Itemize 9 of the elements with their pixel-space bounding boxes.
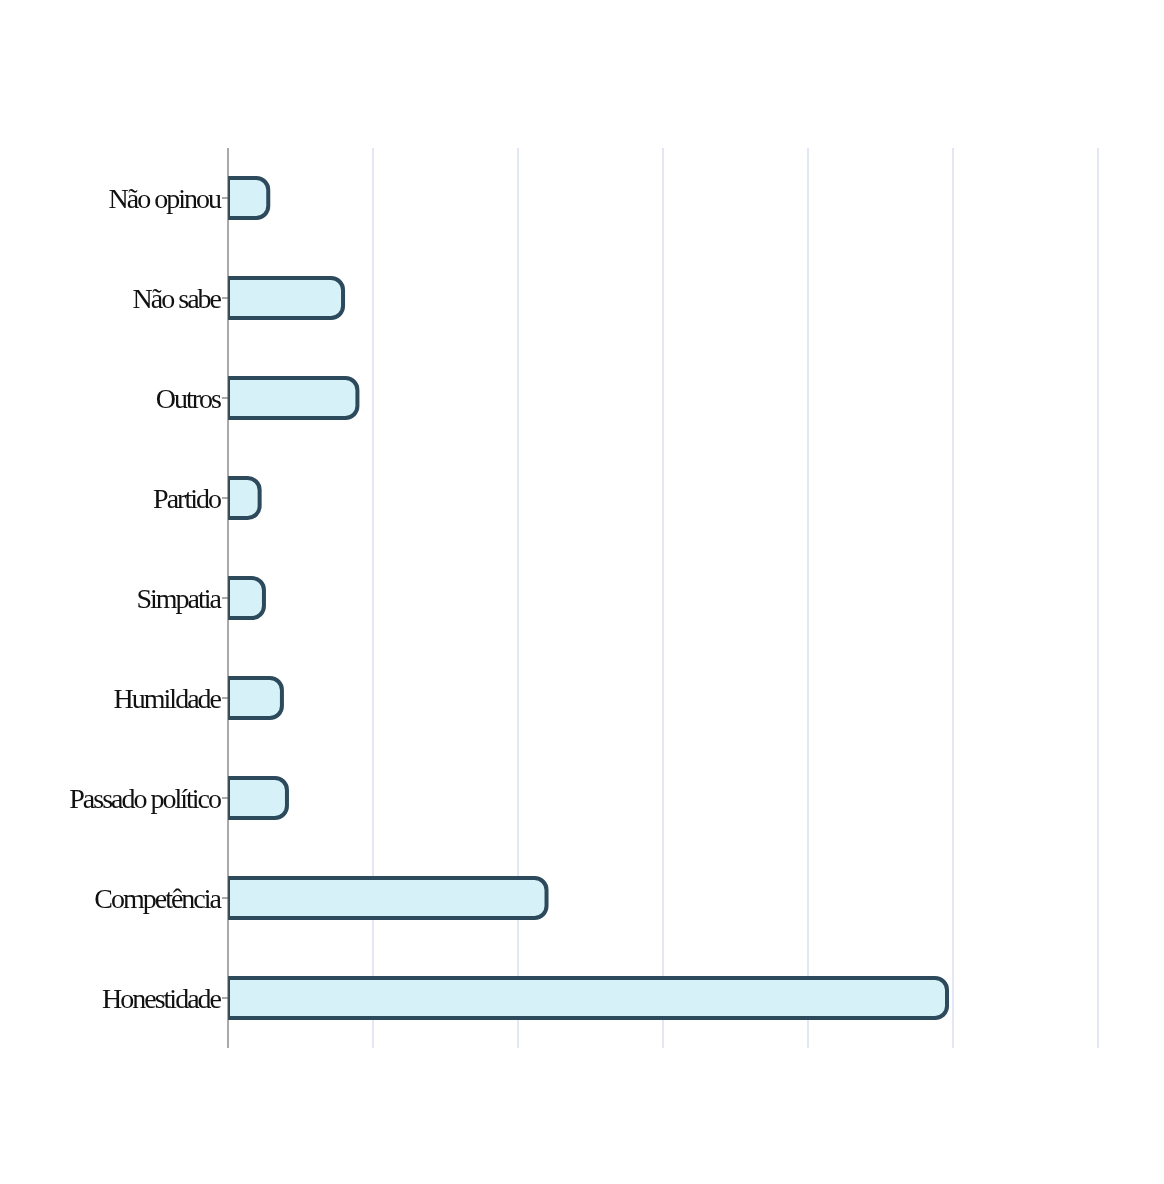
y-tick-label: Humildade [113,682,222,714]
y-tick-label: Honestidade [102,982,222,1014]
y-tick-label: Passado político [69,782,221,814]
y-tick-label: Outros [155,382,222,414]
y-tick-label: Simpatia [136,582,223,614]
y-tick-label: Não opinou [108,182,222,214]
y-tick-label: Partido [153,482,221,514]
y-tick-label: Competência [94,882,223,914]
y-tick-label: Não sabe [132,282,222,314]
